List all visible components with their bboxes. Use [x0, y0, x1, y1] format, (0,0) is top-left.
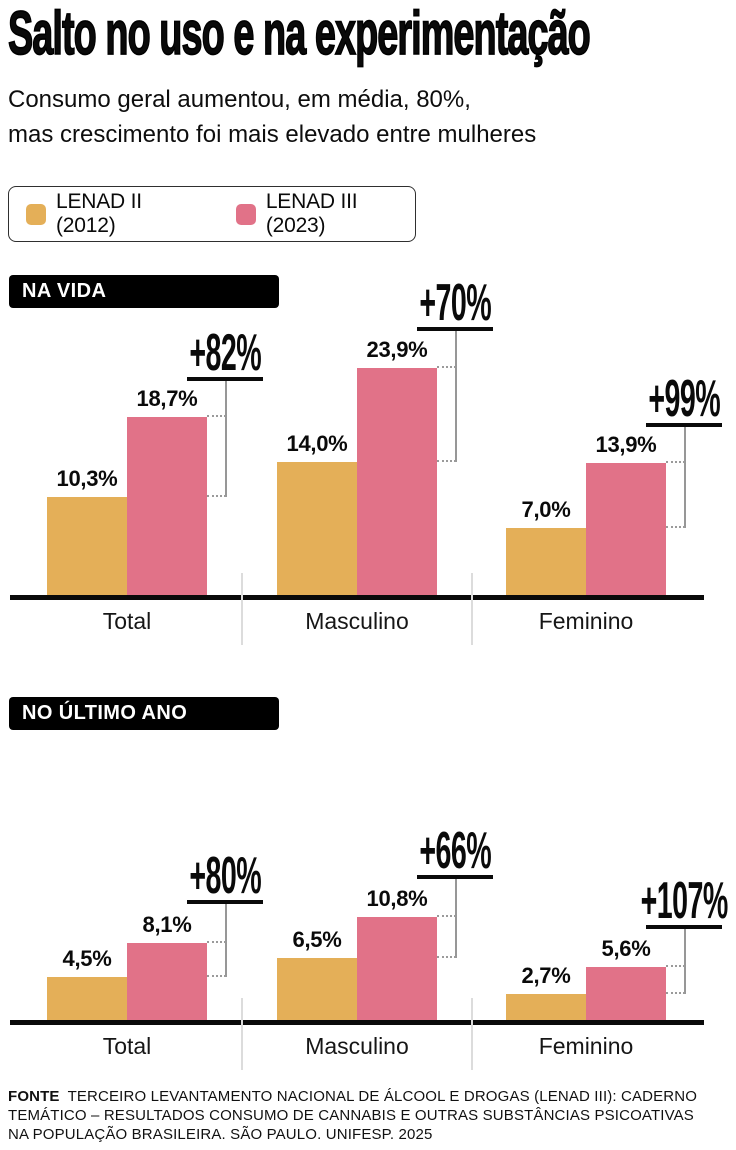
value-label-lenad-ii-total: 4,5%: [62, 946, 112, 971]
source-line-1: FONTE TERCEIRO LEVANTAMENTO NACIONAL DE Á…: [8, 1087, 708, 1106]
change-underline-feminino: [646, 423, 722, 427]
change-underline-masculino: [417, 327, 493, 331]
change-dash-new-feminino: [666, 965, 685, 967]
legend-label-lenad-ii: LENAD II (2012): [55, 190, 142, 237]
value-label-lenad-ii-masculino: 14,0%: [286, 431, 348, 456]
value-label-lenad-ii-feminino: 2,7%: [521, 963, 571, 988]
bar-lenad-iii-feminino: [586, 463, 666, 595]
change-label-feminino: +99%: [574, 370, 736, 428]
bar-lenad-ii-total: [47, 497, 127, 595]
category-divider: [471, 998, 473, 1070]
bar-lenad-ii-total: [47, 977, 127, 1020]
legend-label-lenad-iii: LENAD III (2023): [265, 190, 358, 237]
bar-lenad-iii-total: [127, 417, 207, 595]
value-label-lenad-iii-masculino: 10,8%: [366, 886, 428, 911]
category-label-feminino: Feminino: [538, 1033, 634, 1059]
value-label-lenad-iii-feminino: 13,9%: [595, 432, 657, 457]
change-label-text-masculino: +70%: [419, 274, 491, 332]
change-label-feminino: +107%: [574, 872, 736, 930]
change-dash-new-masculino: [437, 366, 456, 368]
section-tag-na-vida: NA VIDA: [9, 275, 279, 308]
change-underline-total: [187, 900, 263, 904]
change-dash-old-masculino: [437, 956, 456, 958]
bar-lenad-iii-masculino: [357, 368, 437, 595]
change-label-text-feminino: +107%: [640, 872, 728, 930]
bar-lenad-ii-feminino: [506, 528, 586, 595]
change-dash-old-total: [207, 495, 226, 497]
change-underline-total: [187, 377, 263, 381]
subtitle: Consumo geral aumentou, em média, 80%, m…: [8, 82, 536, 152]
category-divider: [241, 573, 243, 645]
category-divider: [471, 573, 473, 645]
change-underline-masculino: [417, 875, 493, 879]
change-label-masculino: +70%: [345, 274, 565, 332]
value-label-lenad-iii-total: 18,7%: [136, 386, 198, 411]
change-dash-old-masculino: [437, 460, 456, 462]
section-tag-na-vida-label: NA VIDA: [22, 280, 107, 302]
change-label-text-feminino: +99%: [648, 370, 720, 428]
legend-item-lenad-ii: LENAD II (2012): [26, 190, 200, 238]
category-label-masculino: Masculino: [305, 1033, 409, 1059]
change-dash-old-feminino: [666, 526, 685, 528]
section-tag-no-ultimo-ano-label: NO ÚLTIMO ANO: [22, 702, 188, 724]
value-label-lenad-iii-masculino: 23,9%: [366, 337, 428, 362]
source-note: FONTE TERCEIRO LEVANTAMENTO NACIONAL DE Á…: [8, 1087, 708, 1144]
subtitle-line-1: Consumo geral aumentou, em média, 80%,: [8, 86, 471, 113]
source-label: FONTE: [8, 1088, 60, 1105]
change-label-text-total: +80%: [189, 847, 261, 905]
page-title-text: Salto no uso e na experimentação: [7, 0, 591, 67]
legend: LENAD II (2012) LENAD III (2023): [8, 186, 416, 242]
change-connector-line-total: [225, 381, 227, 497]
bar-lenad-iii-total: [127, 943, 207, 1020]
x-axis-baseline: [10, 595, 704, 600]
change-dash-new-total: [207, 415, 226, 417]
change-dash-old-total: [207, 975, 226, 977]
change-label-masculino: +66%: [345, 822, 565, 880]
change-connector-line-total: [225, 904, 227, 977]
change-connector-line-masculino: [455, 879, 457, 958]
category-label-total: Total: [102, 1033, 152, 1059]
change-connector-line-feminino: [684, 427, 686, 528]
value-label-lenad-iii-feminino: 5,6%: [601, 936, 651, 961]
change-label-total: +82%: [115, 324, 335, 382]
change-label-text-masculino: +66%: [419, 822, 491, 880]
value-label-lenad-ii-masculino: 6,5%: [292, 927, 342, 952]
change-connector-line-masculino: [455, 331, 457, 462]
change-dash-new-masculino: [437, 915, 456, 917]
legend-swatch-lenad-iii: [235, 203, 256, 225]
change-dash-old-feminino: [666, 992, 685, 994]
bar-lenad-iii-masculino: [357, 917, 437, 1020]
change-dash-new-total: [207, 941, 226, 943]
source-text-2: TEMÁTICO – RESULTADOS CONSUMO DE CANNABI…: [8, 1107, 694, 1124]
section-tag-no-ultimo-ano: NO ÚLTIMO ANO: [9, 697, 279, 730]
bar-lenad-ii-masculino: [277, 958, 357, 1020]
legend-item-lenad-iii: LENAD III (2023): [235, 190, 415, 238]
bar-lenad-iii-feminino: [586, 967, 666, 1020]
source-text-1: TERCEIRO LEVANTAMENTO NACIONAL DE ÁLCOOL…: [67, 1088, 698, 1105]
bar-lenad-ii-feminino: [506, 994, 586, 1020]
change-underline-feminino: [646, 925, 722, 929]
value-label-lenad-ii-total: 10,3%: [56, 466, 118, 491]
change-connector-line-feminino: [684, 929, 686, 994]
source-text-3: NA POPULAÇÃO BRASILEIRA. SÃO PAULO. UNIF…: [8, 1126, 433, 1143]
category-label-total: Total: [102, 608, 152, 634]
chart-na-vida: 10,3% 18,7% +82% Total 14,0% 23,9% +70% Masculi…: [8, 270, 730, 660]
value-label-lenad-iii-total: 8,1%: [142, 912, 192, 937]
value-label-lenad-ii-feminino: 7,0%: [521, 497, 571, 522]
bar-lenad-ii-masculino: [277, 462, 357, 595]
page-title: Salto no uso e na experimentação: [7, 0, 736, 67]
change-label-total: +80%: [115, 847, 335, 905]
change-dash-new-feminino: [666, 461, 685, 463]
category-label-feminino: Feminino: [538, 608, 634, 634]
legend-swatch-lenad-ii: [26, 203, 46, 225]
x-axis-baseline: [10, 1020, 704, 1025]
category-label-masculino: Masculino: [305, 608, 409, 634]
subtitle-line-2: mas crescimento foi mais elevado entre m…: [8, 121, 537, 148]
change-label-text-total: +82%: [189, 324, 261, 382]
chart-no-ultimo-ano: 4,5% 8,1% +80% Total 6,5% 10,8% +66% Masculino 2…: [8, 760, 730, 1070]
category-divider: [241, 998, 243, 1070]
